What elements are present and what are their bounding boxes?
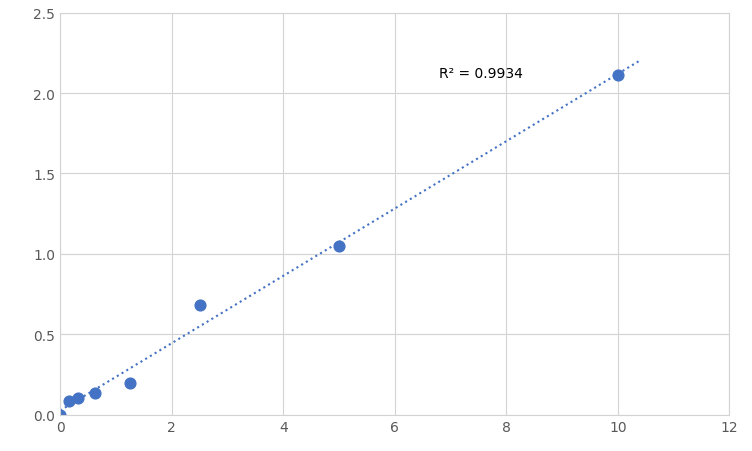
Point (89, 389, 101, 396)
Point (63, 398, 75, 405)
Point (71, 394, 83, 401)
Point (54, 411, 66, 418)
Point (333, 243, 345, 250)
Point (124, 380, 136, 387)
Point (193, 302, 205, 309)
Text: R² = 0.9934: R² = 0.9934 (439, 66, 523, 80)
Point (612, 73, 624, 80)
